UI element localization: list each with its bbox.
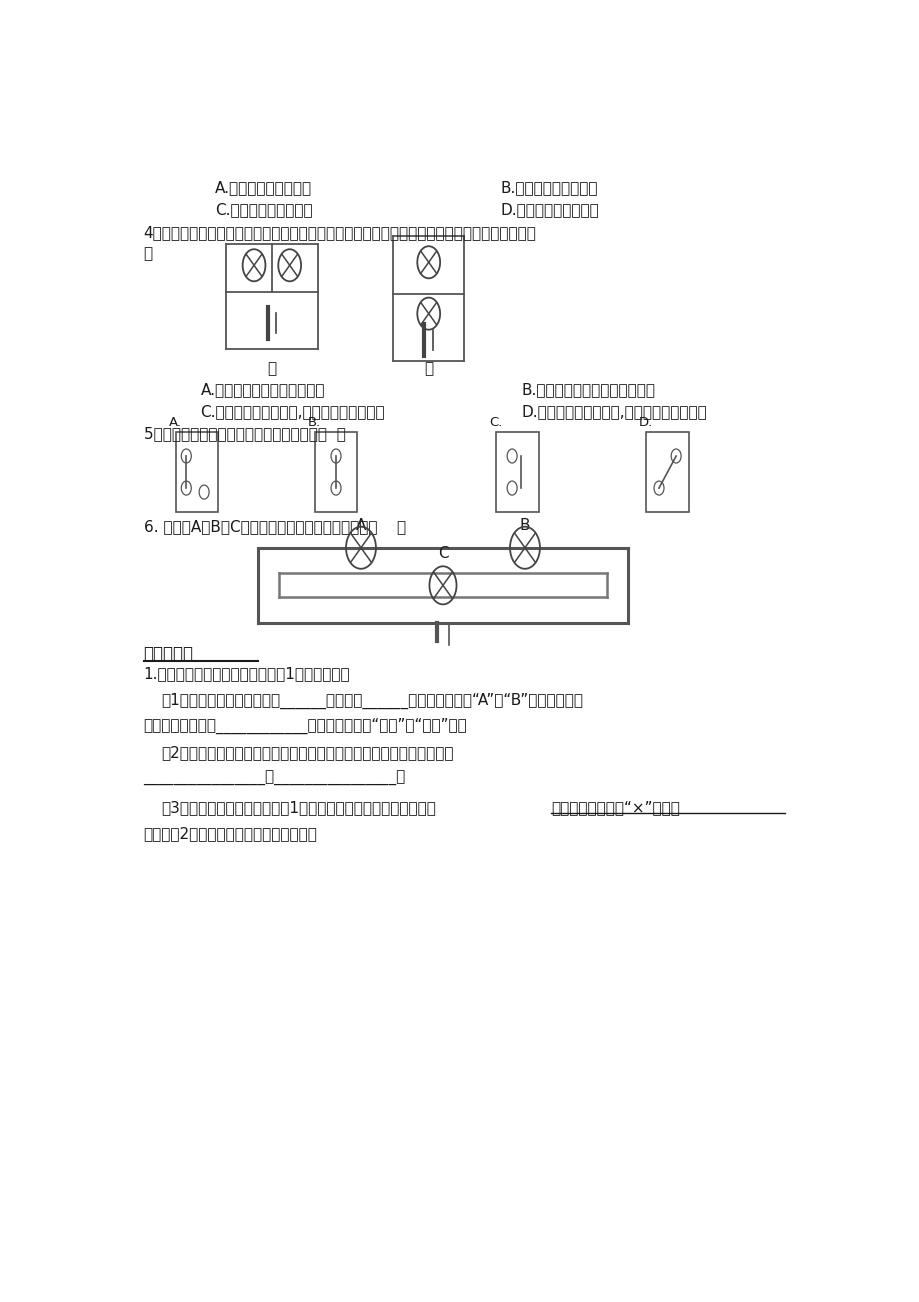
Text: C.灯泡没有处在回路中: C.灯泡没有处在回路中 bbox=[215, 202, 312, 217]
Text: （3）小明仔细观察和分析了图1的电路连接，发现线路连接错误，: （3）小明仔细观察和分析了图1的电路连接，发现线路连接错误， bbox=[161, 799, 436, 815]
Text: 灯不会亮的原因是____________（该处横线选填“断路”或“短路”）。: 灯不会亮的原因是____________（该处横线选填“断路”或“短路”）。 bbox=[143, 717, 467, 734]
Text: 1.小明学了电路知识后，完成了图1的电路连接。: 1.小明学了电路知识后，完成了图1的电路连接。 bbox=[143, 667, 350, 681]
Text: A.甲、乙两电路中两灯均息灯: A.甲、乙两电路中两灯均息灯 bbox=[200, 381, 324, 397]
Text: 乙: 乙 bbox=[424, 361, 433, 376]
Text: B.: B. bbox=[307, 415, 321, 428]
Text: A.: A. bbox=[168, 415, 181, 428]
Bar bbox=[645, 432, 688, 512]
Bar bbox=[176, 432, 218, 512]
Text: C.: C. bbox=[489, 415, 502, 428]
Text: D.电鈴使用了更多的电: D.电鈴使用了更多的电 bbox=[500, 202, 598, 217]
Text: 然后在图2画出完整、正确的电路连接图。: 然后在图2画出完整、正确的电路连接图。 bbox=[143, 825, 317, 841]
Text: （1）按下开关后，小明发现______灯会亮；______灯不会亮（选填“A”或“B”），你认为该: （1）按下开关后，小明发现______灯会亮；______灯不会亮（选填“A”或… bbox=[161, 693, 583, 708]
Text: 6. 下图中A、B、C是三个同一型号的灯，最亮的是（    ）: 6. 下图中A、B、C是三个同一型号的灯，最亮的是（ ） bbox=[143, 519, 405, 534]
Text: C: C bbox=[437, 547, 448, 561]
Text: 甲: 甲 bbox=[267, 361, 276, 376]
Bar bbox=[314, 432, 357, 512]
Text: 请你找出来，并用“×”标记，: 请你找出来，并用“×”标记， bbox=[550, 799, 679, 815]
Text: 4、下图是两个电路的灯泡连接方式，如果电路中其中有一灯泡灯丝断路时，下列说法正确的是（: 4、下图是两个电路的灯泡连接方式，如果电路中其中有一灯泡灯丝断路时，下列说法正确… bbox=[143, 225, 536, 241]
Text: B.甲、乙两电路中另一灯均发光: B.甲、乙两电路中另一灯均发光 bbox=[521, 381, 654, 397]
Text: （2）闭合开关后，若两个灯泡都不亮了，可能有哪些原因？（写两种）: （2）闭合开关后，若两个灯泡都不亮了，可能有哪些原因？（写两种） bbox=[161, 745, 453, 760]
Text: ）: ） bbox=[143, 246, 153, 262]
Text: B.电池中没有电流产生: B.电池中没有电流产生 bbox=[500, 180, 596, 195]
Text: C.甲电路中另一灯发光,乙电路中两灯均想灯: C.甲电路中另一灯发光,乙电路中两灯均想灯 bbox=[200, 404, 385, 419]
Text: 四、综合题: 四、综合题 bbox=[143, 646, 193, 664]
Text: D.甲电路中两灯均息灯,乙电路中另一灯发光: D.甲电路中两灯均息灯,乙电路中另一灯发光 bbox=[521, 404, 707, 419]
Text: D.: D. bbox=[639, 415, 652, 428]
Text: 5、下列电路示意图中，开关安装错误的是（  ）: 5、下列电路示意图中，开关安装错误的是（ ） bbox=[143, 426, 345, 441]
Text: A.电路中没有安装开关: A.电路中没有安装开关 bbox=[215, 180, 312, 195]
Text: A: A bbox=[356, 518, 366, 533]
Bar bbox=[496, 432, 539, 512]
Text: B: B bbox=[519, 518, 529, 533]
Text: ________________；________________。: ________________；________________。 bbox=[143, 771, 405, 786]
